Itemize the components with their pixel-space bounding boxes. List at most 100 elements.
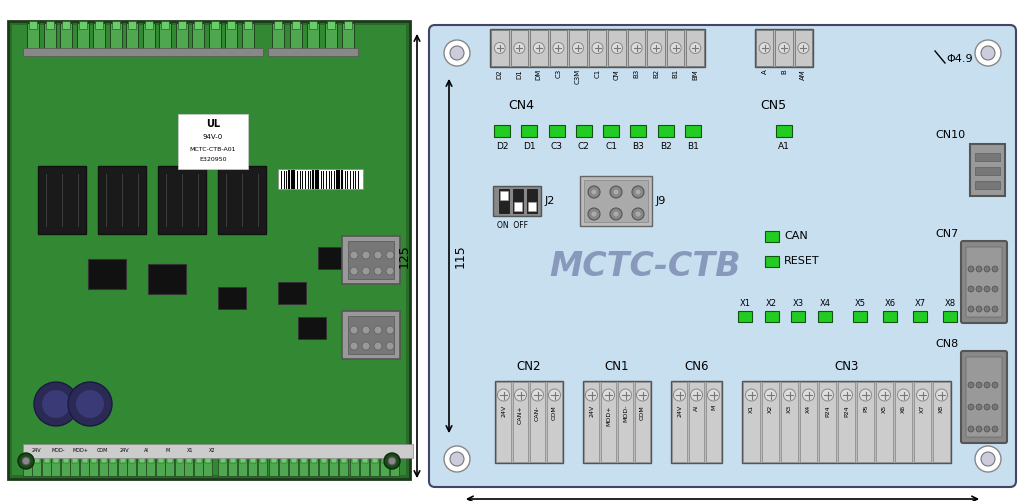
Bar <box>975 181 1000 189</box>
Bar <box>60 458 70 476</box>
Bar <box>781 382 798 462</box>
Bar <box>260 457 266 463</box>
Text: C1: C1 <box>594 69 601 78</box>
Circle shape <box>603 389 615 401</box>
Text: P24: P24 <box>844 405 849 417</box>
Circle shape <box>533 43 544 54</box>
Bar <box>499 189 509 213</box>
Bar <box>120 457 126 463</box>
Circle shape <box>992 426 998 432</box>
Bar <box>178 21 186 29</box>
Text: BM: BM <box>692 69 698 80</box>
Bar <box>494 125 510 137</box>
Bar <box>549 30 567 66</box>
Text: B1: B1 <box>672 69 679 78</box>
Bar <box>176 23 188 51</box>
Circle shape <box>779 43 789 54</box>
Circle shape <box>532 389 543 401</box>
Circle shape <box>384 453 400 469</box>
Bar <box>271 457 277 463</box>
Text: CN5: CN5 <box>760 99 786 112</box>
Bar <box>240 457 246 463</box>
Circle shape <box>976 382 982 388</box>
Text: X1: X1 <box>739 299 750 308</box>
Bar <box>226 23 238 51</box>
Text: J2: J2 <box>545 196 556 206</box>
Bar <box>970 144 1004 196</box>
Text: A: A <box>762 69 768 74</box>
Bar <box>27 23 39 51</box>
Bar <box>158 457 164 463</box>
Circle shape <box>386 267 394 275</box>
Bar <box>628 30 646 66</box>
Bar <box>23 444 413 458</box>
Bar <box>43 23 55 51</box>
Bar <box>126 23 138 51</box>
Circle shape <box>976 286 982 292</box>
Text: X3: X3 <box>792 299 804 308</box>
Bar <box>228 21 236 29</box>
Circle shape <box>803 389 815 401</box>
Bar <box>933 382 950 462</box>
Circle shape <box>76 390 104 418</box>
Circle shape <box>613 211 619 217</box>
Circle shape <box>552 43 564 54</box>
Bar <box>299 458 307 476</box>
Text: CN10: CN10 <box>936 130 966 140</box>
Circle shape <box>386 251 394 259</box>
Bar <box>943 311 957 322</box>
Bar <box>530 382 545 462</box>
Bar <box>159 23 171 51</box>
Text: 24V: 24V <box>31 448 41 453</box>
Bar <box>491 30 508 66</box>
Circle shape <box>450 46 464 60</box>
Bar <box>528 202 536 211</box>
Circle shape <box>707 389 720 401</box>
Circle shape <box>860 389 871 401</box>
Text: CN7: CN7 <box>936 229 959 239</box>
Circle shape <box>992 286 998 292</box>
Bar <box>738 311 752 322</box>
Bar <box>161 21 169 29</box>
Circle shape <box>350 342 358 350</box>
Bar <box>495 381 563 463</box>
Bar <box>765 231 779 242</box>
Text: X6: X6 <box>885 299 896 308</box>
Bar <box>583 381 651 463</box>
Text: X1: X1 <box>187 448 194 453</box>
Text: B2: B2 <box>660 142 671 151</box>
Text: X5: X5 <box>882 405 887 413</box>
Bar <box>218 458 227 476</box>
Bar <box>194 458 203 476</box>
Circle shape <box>691 389 702 401</box>
Bar <box>818 311 832 322</box>
Circle shape <box>797 43 809 54</box>
Bar <box>512 189 523 213</box>
Bar <box>205 457 211 463</box>
Text: MCTC-CTB: MCTC-CTB <box>549 249 741 283</box>
Circle shape <box>591 189 597 195</box>
Circle shape <box>514 43 525 54</box>
Bar <box>975 153 1000 161</box>
Bar <box>268 48 358 56</box>
Bar <box>100 457 107 463</box>
Bar <box>77 23 88 51</box>
Circle shape <box>592 43 603 54</box>
Bar <box>127 458 136 476</box>
Text: MCTC-CTB-A01: MCTC-CTB-A01 <box>190 147 236 152</box>
Bar <box>258 458 268 476</box>
Circle shape <box>637 389 649 401</box>
Text: AI: AI <box>144 448 149 453</box>
Bar <box>158 166 206 234</box>
Bar <box>244 21 252 29</box>
Circle shape <box>898 389 909 401</box>
Circle shape <box>670 43 682 54</box>
Bar <box>220 457 226 463</box>
Bar <box>89 458 98 476</box>
Bar <box>500 191 508 200</box>
Bar <box>289 458 298 476</box>
Text: X2: X2 <box>209 448 215 453</box>
Bar <box>167 457 173 463</box>
Bar <box>547 382 562 462</box>
Circle shape <box>968 382 974 388</box>
